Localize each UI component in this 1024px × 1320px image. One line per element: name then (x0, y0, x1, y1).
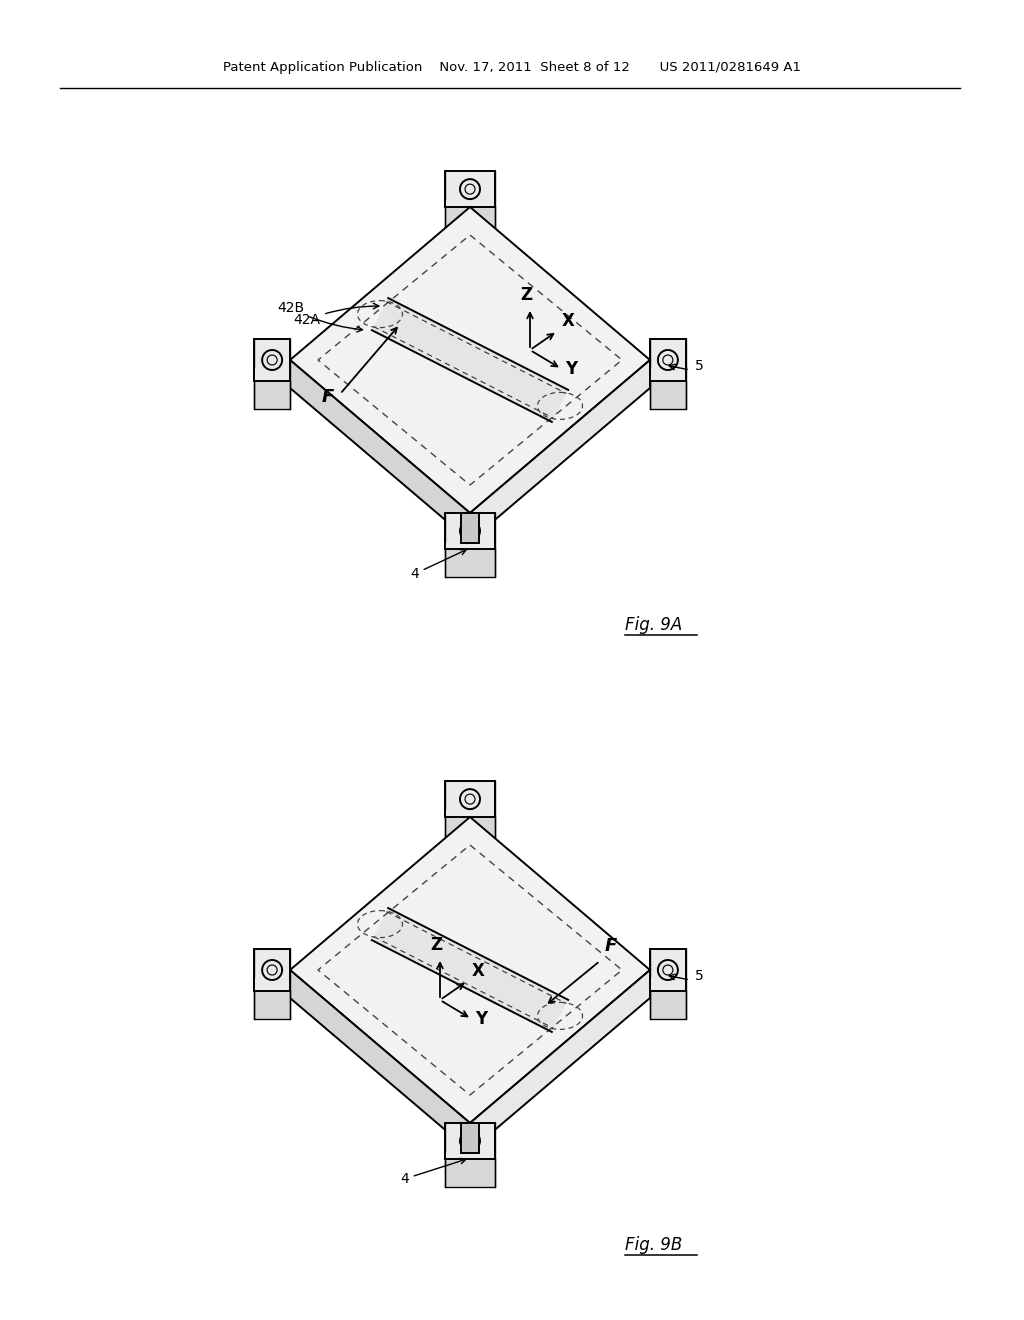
Text: 4: 4 (400, 1159, 466, 1185)
Polygon shape (470, 970, 650, 1151)
Polygon shape (372, 908, 568, 1032)
Text: Fig. 9A: Fig. 9A (625, 616, 682, 634)
Polygon shape (461, 1123, 479, 1152)
Polygon shape (254, 977, 290, 1019)
Polygon shape (445, 199, 495, 235)
Polygon shape (470, 360, 650, 541)
Text: X: X (471, 962, 484, 979)
Text: Fig. 9B: Fig. 9B (625, 1236, 682, 1254)
Text: X: X (561, 312, 574, 330)
Text: 42B: 42B (276, 301, 362, 331)
Polygon shape (254, 367, 290, 409)
Polygon shape (254, 339, 290, 381)
Polygon shape (445, 809, 495, 845)
Polygon shape (372, 298, 568, 422)
Text: Patent Application Publication    Nov. 17, 2011  Sheet 8 of 12       US 2011/028: Patent Application Publication Nov. 17, … (223, 62, 801, 74)
Polygon shape (650, 367, 686, 409)
Polygon shape (445, 172, 495, 207)
Text: 4: 4 (410, 549, 466, 581)
Polygon shape (290, 360, 470, 541)
Polygon shape (445, 513, 495, 549)
Text: 42A: 42A (293, 304, 379, 327)
Polygon shape (650, 977, 686, 1019)
Polygon shape (445, 541, 495, 577)
Text: 5: 5 (695, 969, 703, 983)
Polygon shape (445, 1151, 495, 1187)
Polygon shape (254, 949, 290, 991)
Polygon shape (290, 207, 650, 513)
Text: 5: 5 (695, 359, 703, 374)
Text: F: F (322, 388, 334, 407)
Text: Y: Y (565, 360, 578, 378)
Polygon shape (445, 781, 495, 817)
Polygon shape (650, 949, 686, 991)
Text: Z: Z (430, 936, 442, 954)
Polygon shape (290, 970, 470, 1151)
Polygon shape (290, 817, 650, 1123)
Polygon shape (650, 339, 686, 381)
Text: F: F (605, 937, 617, 954)
Polygon shape (445, 1123, 495, 1159)
Text: Y: Y (475, 1010, 487, 1028)
Polygon shape (461, 513, 479, 543)
Text: Z: Z (520, 286, 532, 304)
